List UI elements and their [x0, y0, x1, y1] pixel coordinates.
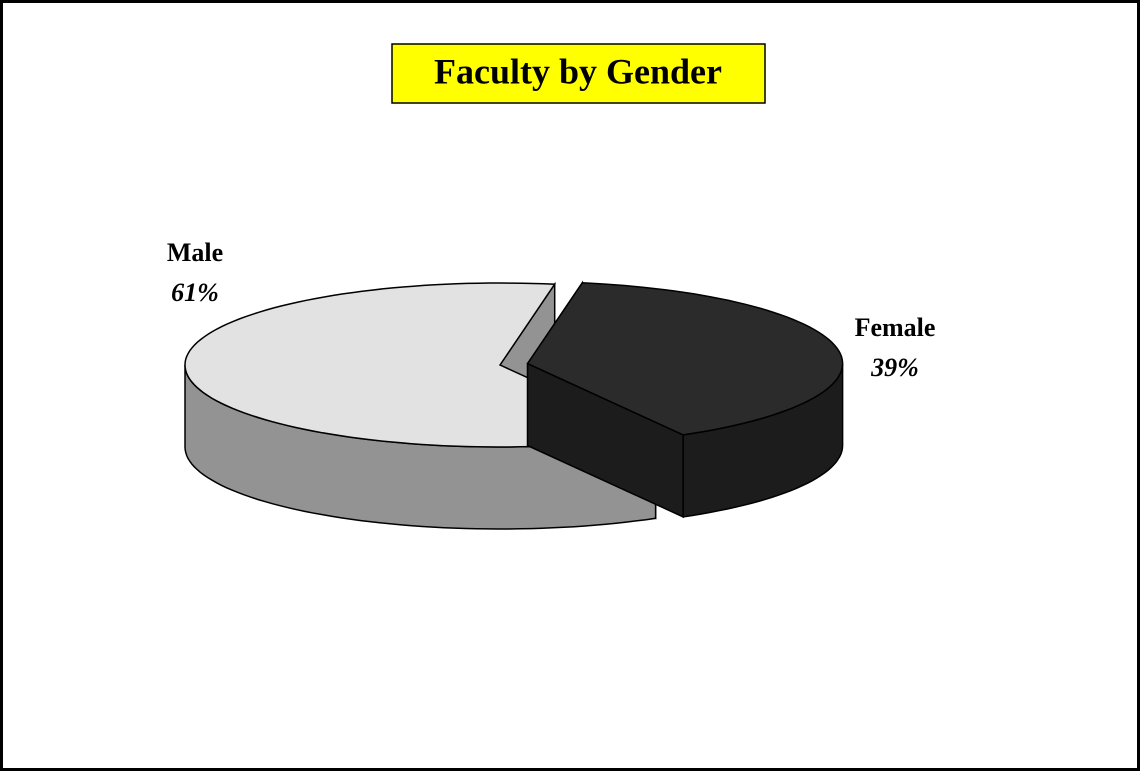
- slice-shade: [527, 363, 684, 517]
- pie: [184, 280, 844, 530]
- chart-title: Faculty by Gender: [434, 51, 722, 91]
- slice-shade: [185, 365, 656, 529]
- slice-value-label: 39%: [870, 353, 919, 382]
- slice-label: Female: [855, 313, 936, 342]
- slice-value-label: 61%: [171, 278, 219, 307]
- slice-label: Male: [167, 238, 223, 267]
- pie-slice: [526, 282, 844, 436]
- slice-shade: [683, 363, 843, 517]
- slice-group: [526, 280, 844, 519]
- title-box: [391, 43, 766, 104]
